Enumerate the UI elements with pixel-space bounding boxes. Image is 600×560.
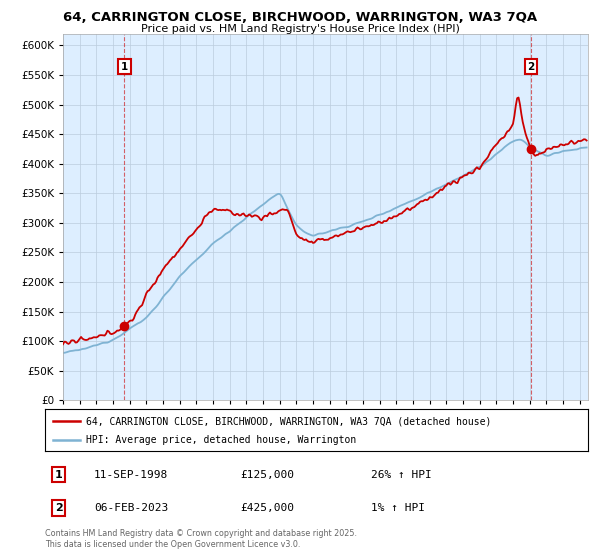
Text: £125,000: £125,000 bbox=[241, 470, 295, 479]
Text: 1: 1 bbox=[121, 62, 128, 72]
Text: 26% ↑ HPI: 26% ↑ HPI bbox=[371, 470, 431, 479]
Text: 1% ↑ HPI: 1% ↑ HPI bbox=[371, 503, 425, 513]
Text: 11-SEP-1998: 11-SEP-1998 bbox=[94, 470, 168, 479]
Text: 64, CARRINGTON CLOSE, BIRCHWOOD, WARRINGTON, WA3 7QA (detached house): 64, CARRINGTON CLOSE, BIRCHWOOD, WARRING… bbox=[86, 417, 491, 426]
Text: 06-FEB-2023: 06-FEB-2023 bbox=[94, 503, 168, 513]
Text: 2: 2 bbox=[527, 62, 535, 72]
Text: 2: 2 bbox=[55, 503, 62, 513]
Text: Contains HM Land Registry data © Crown copyright and database right 2025.
This d: Contains HM Land Registry data © Crown c… bbox=[45, 529, 357, 549]
Text: £425,000: £425,000 bbox=[241, 503, 295, 513]
Text: 1: 1 bbox=[55, 470, 62, 479]
Text: Price paid vs. HM Land Registry's House Price Index (HPI): Price paid vs. HM Land Registry's House … bbox=[140, 24, 460, 34]
Text: 64, CARRINGTON CLOSE, BIRCHWOOD, WARRINGTON, WA3 7QA: 64, CARRINGTON CLOSE, BIRCHWOOD, WARRING… bbox=[63, 11, 537, 24]
Text: HPI: Average price, detached house, Warrington: HPI: Average price, detached house, Warr… bbox=[86, 435, 356, 445]
